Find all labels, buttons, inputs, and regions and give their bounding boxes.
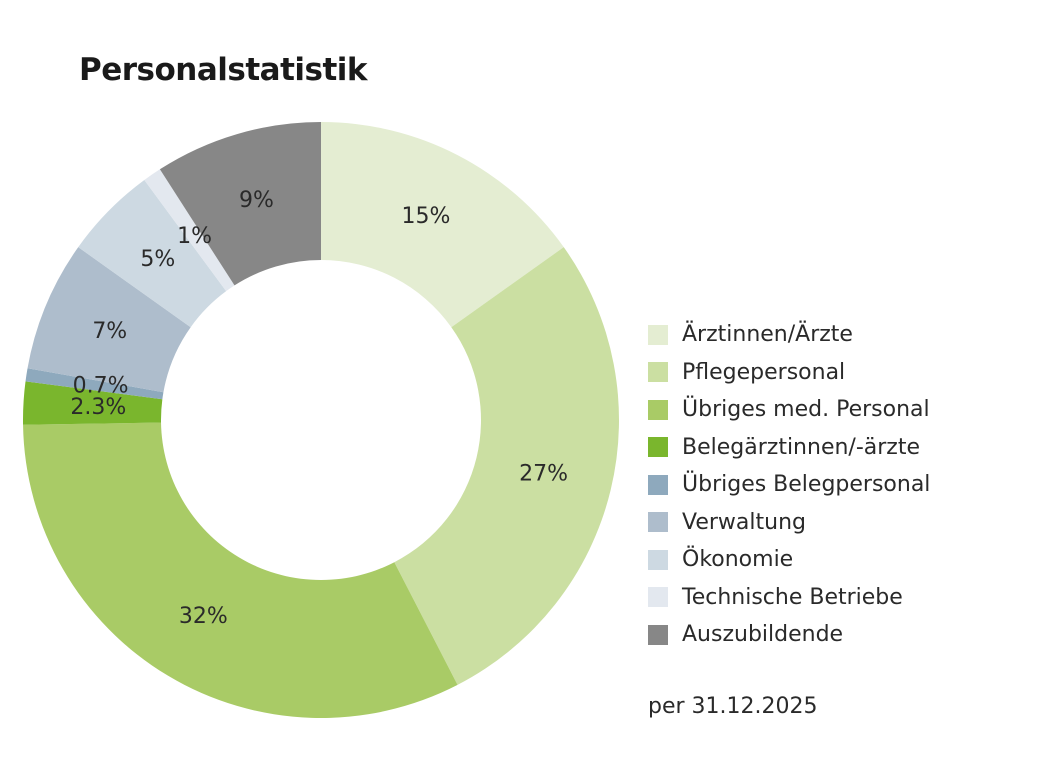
chart-title: Personalstatistik (79, 52, 368, 88)
legend-item-aerztinnen-aerzte: Ärztinnen/Ärzte (648, 316, 930, 354)
slice-pflegepersonal (394, 247, 620, 685)
legend-swatch (648, 474, 668, 495)
legend-label: Belegärztinnen/-ärzte (682, 434, 921, 460)
chart-legend: Ärztinnen/Ärzte Pflegepersonal Übriges med… (648, 316, 930, 654)
legend-swatch (648, 512, 668, 533)
slice-technische-betriebe (144, 169, 235, 292)
value-label-uebriges-belegpersonal: 0.7% (73, 374, 129, 399)
legend-item-verwaltung: Verwaltung (648, 504, 930, 542)
legend-item-belegaerztinnen-aerzte: Belegärztinnen/-ärzte (648, 429, 930, 467)
legend-item-auszubildende: Auszubildende (648, 616, 930, 654)
donut-slices (23, 122, 620, 718)
legend-label: Übriges med. Personal (682, 397, 930, 423)
legend-item-pflegepersonal: Pflegepersonal (648, 354, 930, 392)
legend-swatch (648, 549, 668, 570)
legend-item-oekonomie: Ökonomie (648, 541, 930, 579)
legend-swatch (648, 437, 668, 458)
donut-chart: 15% 27% 32% 2.3%0.7% 7% 5%1% 9% (23, 122, 620, 718)
value-label-pflegepersonal: 27% (519, 461, 568, 486)
donut-value-labels: 15% 27% 32% 2.3%0.7% 7% 5%1% 9% (70, 188, 568, 629)
legend-swatch (648, 362, 668, 383)
slice-verwaltung (27, 247, 191, 393)
legend-label: Technische Betriebe (682, 584, 903, 610)
legend-swatch (648, 324, 668, 345)
legend-label: Pflegepersonal (682, 359, 846, 385)
value-label-technische-betriebe: 1% (177, 224, 212, 249)
value-label-auszubildende: 9% (239, 188, 274, 213)
value-label-belegaerztinnen-aerzte: 2.3% (70, 395, 126, 420)
value-label-aerztinnen-aerzte: 15% (401, 204, 450, 229)
legend-label: Verwaltung (682, 509, 806, 535)
value-label-verwaltung: 7% (92, 319, 127, 344)
slice-oekonomie (78, 180, 227, 328)
slice-belegaerztinnen-aerzte (23, 381, 163, 425)
slice-aerztinnen-aerzte (321, 122, 564, 328)
legend-label: Auszubildende (682, 622, 844, 648)
date-note: per 31.12.2025 (648, 694, 818, 719)
legend-swatch (648, 624, 668, 645)
legend-label: Ökonomie (682, 547, 794, 573)
legend-item-technische-betriebe: Technische Betriebe (648, 579, 930, 617)
legend-item-uebriges-med-personal: Übriges med. Personal (648, 391, 930, 429)
value-label-uebriges-med-personal: 32% (179, 604, 228, 629)
legend-swatch (648, 399, 668, 420)
legend-swatch (648, 587, 668, 608)
value-label-oekonomie: 5% (140, 247, 175, 272)
slice-uebriges-belegpersonal (25, 368, 164, 400)
slice-uebriges-med-personal (23, 422, 458, 718)
legend-item-uebriges-belegpersonal: Übriges Belegpersonal (648, 466, 930, 504)
slice-auszubildende (159, 122, 321, 286)
legend-label: Übriges Belegpersonal (682, 472, 931, 498)
legend-label: Ärztinnen/Ärzte (682, 322, 853, 348)
